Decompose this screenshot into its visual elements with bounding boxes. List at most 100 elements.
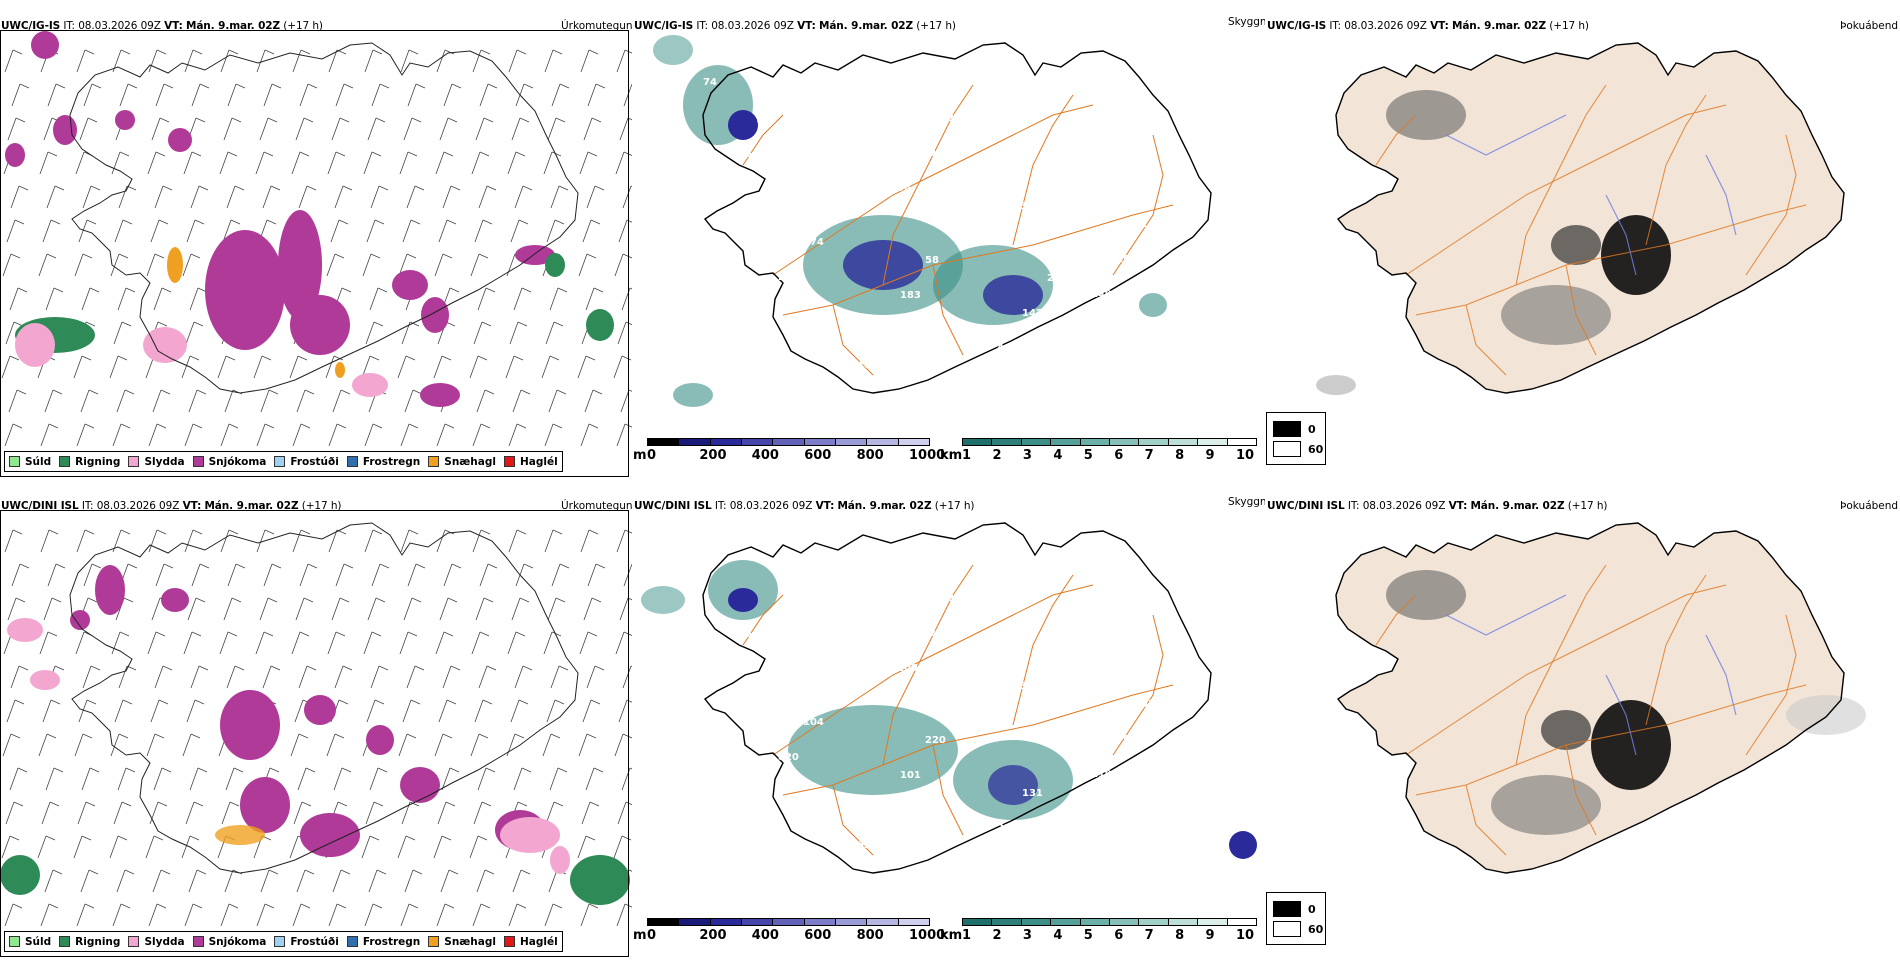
visibility-value-label: 136	[731, 149, 752, 160]
colorbar-segment	[1197, 438, 1228, 446]
legend-item: Snæhagl	[428, 936, 496, 948]
legend-label: Haglél	[519, 935, 558, 948]
colorbar-segment	[1167, 438, 1199, 446]
legend-item: Slydda	[128, 455, 185, 468]
colorbar-segment	[991, 438, 1022, 446]
panel-title: Skyggni	[1228, 16, 1265, 28]
colorbar-tick-label: 800	[856, 448, 884, 463]
fog-legend-swatch	[1273, 421, 1301, 437]
colorbar-tick-label: 0	[647, 448, 657, 463]
visibility-value-label: 104	[800, 130, 821, 141]
colorbar-tick-label: 7	[1144, 928, 1154, 943]
fog-legend-swatch	[1273, 901, 1301, 917]
precip-legend: Súld Rigning Slydda Snjókoma Frostúði Frostre…	[4, 931, 563, 952]
legend-label: Snjókoma	[208, 935, 267, 948]
panel-header: UWC/IG-IS IT: 08.03.2026 09Z VT: Mán. 9.…	[634, 20, 956, 32]
visibility-value-label: 19	[753, 307, 767, 318]
visibility-value-label: 206	[1094, 576, 1115, 587]
visibility-value-label: 820	[778, 752, 799, 763]
colorbar-segment	[803, 918, 836, 926]
fog-panel-row1: UWC/IG-IS IT: 08.03.2026 09Z VT: Mán. 9.…	[1266, 15, 1898, 480]
visibility-value-label: 151	[950, 220, 971, 231]
colorbar-tick-label: 5	[1083, 928, 1093, 943]
ceiling-colorbar: m 0 200 400 600 800 1000	[633, 438, 945, 468]
panel-title: Þokuábendi	[1840, 20, 1898, 32]
visibility-colorbar: km 1 2 3 4 5 6 7 8 9 10	[940, 438, 1260, 468]
visibility-value-label: 149	[1091, 289, 1112, 300]
colorbar-segment	[1109, 438, 1140, 446]
legend-item: Súld	[9, 456, 51, 468]
visibility-value-label: 266	[728, 822, 749, 833]
legend-label: Súld	[25, 935, 52, 948]
visibility-value-label: 13	[1069, 611, 1083, 622]
legend-swatch	[59, 456, 71, 467]
visibility-value-label: 100	[897, 663, 918, 674]
colorbar-segment	[1138, 438, 1169, 446]
colorbar-tick-label: 1	[962, 928, 972, 943]
colorbar-segment	[897, 438, 930, 446]
panel-header: UWC/DINI ISL IT: 08.03.2026 09Z VT: Mán.…	[634, 500, 975, 512]
visibility-value-label: 59	[1019, 681, 1033, 692]
legend-swatch	[503, 456, 515, 467]
visibility-value-label: 79	[1116, 734, 1130, 745]
panel-header: UWC/DINI ISL IT: 08.03.2026 09Z VT: Mán.…	[1, 500, 342, 512]
legend-item: Frostúði	[274, 456, 339, 468]
colorbar-segment	[709, 438, 742, 446]
legend-swatch	[428, 456, 440, 467]
visibility-value-label: 262	[850, 840, 871, 851]
colorbar-tick-label: 8	[1175, 448, 1185, 463]
colorbar-segment	[1079, 918, 1110, 926]
colorbar-tick-label: 5	[1083, 448, 1093, 463]
fog-legend-item: 60	[1273, 441, 1323, 457]
visibility-value-label: 183	[900, 290, 921, 301]
legend-label: Súld	[25, 455, 52, 468]
ceiling-colorbar: m 0 200 400 600 800 1000	[633, 918, 945, 948]
legend-label: Frostregn	[362, 455, 421, 468]
visibility-value-label: 220	[925, 735, 946, 746]
colorbar-segment	[1109, 918, 1140, 926]
fog-map	[1266, 495, 1866, 960]
precip-legend: Súld Rigning Slydda Snjókoma Frostúði Frostre…	[4, 451, 563, 472]
visibility-value-label: 130	[1044, 646, 1065, 657]
visibility-value-label: 96	[897, 183, 911, 194]
colorbar-segment	[647, 918, 680, 926]
panel-title: Skyggni	[1228, 496, 1265, 508]
visibility-value-label: 202	[778, 272, 799, 283]
fog-legend-swatch	[1273, 921, 1301, 937]
legend-swatch	[128, 936, 140, 947]
legend-item: Frostúði	[274, 936, 339, 948]
visibility-value-label: 76	[800, 610, 814, 621]
legend-swatch	[346, 936, 358, 947]
panel-title: Úrkomutegund	[561, 20, 632, 32]
colorbar-unit: m	[633, 928, 647, 943]
colorbar-unit: km	[940, 448, 963, 463]
visibility-value-label: 42	[875, 325, 889, 336]
fog-legend-label: 0	[1308, 902, 1316, 916]
visibility-value-label: 74	[703, 77, 717, 88]
legend-swatch	[503, 936, 515, 947]
fog-legend-label: 60	[1308, 442, 1324, 456]
colorbar-segment	[1138, 918, 1169, 926]
visibility-value-label: 111	[1094, 96, 1115, 107]
fog-legend-label: 0	[1308, 422, 1316, 436]
colorbar-tick-label: 1	[962, 448, 972, 463]
colorbar-segment	[1020, 918, 1052, 926]
colorbar-segment	[962, 438, 993, 446]
visibility-value-label: 699	[706, 184, 727, 195]
colorbar-segment	[741, 918, 774, 926]
legend-swatch	[428, 936, 440, 947]
legend-label: Haglél	[519, 455, 558, 468]
colorbar-unit: km	[940, 928, 963, 943]
colorbar-segment	[772, 438, 805, 446]
fog-legend: 0 60	[1266, 412, 1326, 465]
colorbar-tick-label: 1000	[909, 448, 946, 463]
colorbar-tick-label: 2	[992, 448, 1002, 463]
visibility-value-label: 2	[1141, 219, 1148, 230]
legend-label: Snæhagl	[444, 935, 496, 948]
panel-title: Þokuábendi	[1840, 500, 1898, 512]
legend-label: Slydda	[144, 455, 185, 468]
precip-type-panel-row2: UWC/DINI ISL IT: 08.03.2026 09Z VT: Mán.…	[0, 495, 632, 960]
visibility-value-label: 71	[728, 342, 742, 353]
colorbar-tick-label: 200	[699, 448, 727, 463]
colorbar-tick-label: 3	[1022, 448, 1032, 463]
